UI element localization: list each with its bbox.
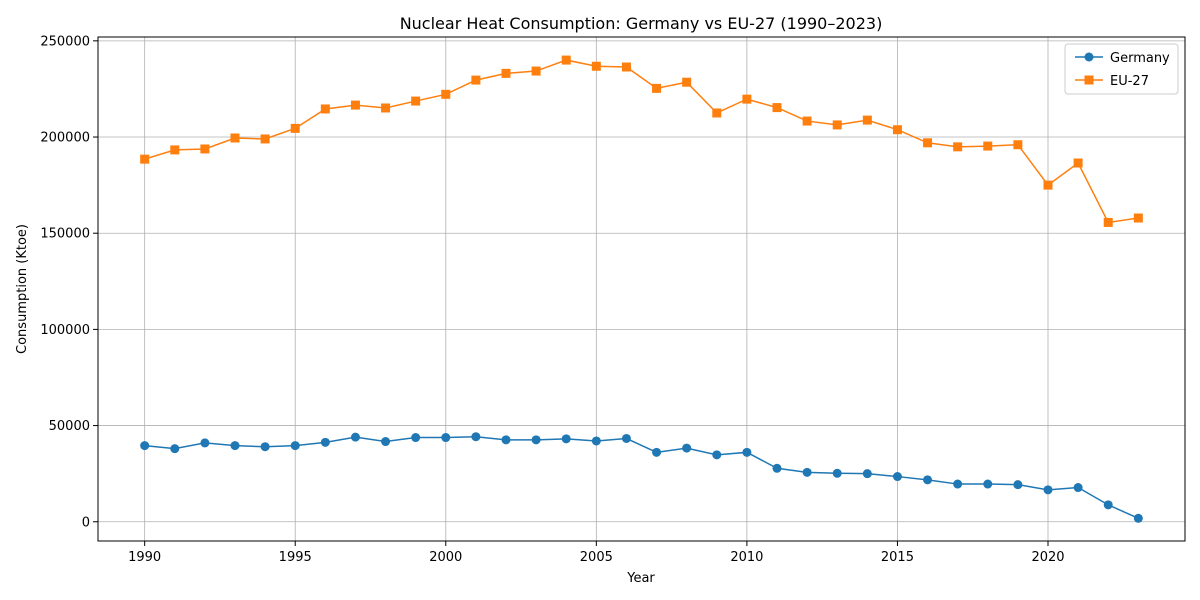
data-point-germany bbox=[983, 479, 993, 489]
y-tick-label: 0 bbox=[82, 515, 90, 530]
data-point-germany bbox=[712, 450, 722, 460]
data-point-eu27 bbox=[531, 66, 541, 76]
data-point-eu27 bbox=[772, 103, 782, 113]
legend-marker-eu27 bbox=[1084, 75, 1094, 85]
x-tick-label: 1990 bbox=[128, 550, 161, 565]
data-point-germany bbox=[832, 468, 842, 478]
data-point-germany bbox=[1013, 480, 1023, 490]
data-point-eu27 bbox=[862, 115, 872, 125]
data-point-eu27 bbox=[170, 145, 180, 155]
data-point-eu27 bbox=[923, 138, 933, 148]
data-point-germany bbox=[501, 435, 511, 445]
y-tick-label: 250000 bbox=[40, 34, 90, 49]
data-point-eu27 bbox=[652, 83, 662, 93]
grid-lines bbox=[98, 37, 1185, 541]
data-point-germany bbox=[591, 436, 601, 446]
x-tick-label: 2000 bbox=[429, 550, 462, 565]
data-point-eu27 bbox=[591, 61, 601, 71]
data-point-eu27 bbox=[411, 96, 421, 106]
data-point-germany bbox=[260, 442, 270, 452]
data-point-germany bbox=[772, 463, 782, 473]
y-tick-label: 150000 bbox=[40, 227, 90, 242]
data-point-eu27 bbox=[381, 103, 391, 113]
data-point-eu27 bbox=[802, 116, 812, 126]
legend: Germany EU-27 bbox=[1064, 43, 1179, 95]
data-point-germany bbox=[170, 444, 180, 454]
data-point-germany bbox=[862, 469, 872, 479]
data-point-germany bbox=[441, 433, 451, 443]
data-point-eu27 bbox=[682, 77, 692, 87]
data-point-eu27 bbox=[441, 89, 451, 99]
series-line-eu27 bbox=[144, 59, 1139, 224]
data-point-germany bbox=[290, 441, 300, 451]
data-point-germany bbox=[923, 475, 933, 485]
x-tick-label: 1995 bbox=[279, 550, 312, 565]
data-point-eu27 bbox=[260, 134, 270, 144]
data-point-germany bbox=[1103, 500, 1113, 510]
data-point-germany bbox=[561, 434, 571, 444]
data-point-eu27 bbox=[501, 68, 511, 78]
data-point-eu27 bbox=[230, 133, 240, 143]
data-point-eu27 bbox=[742, 94, 752, 104]
series-germany bbox=[140, 432, 1143, 523]
y-tick-label: 200000 bbox=[40, 131, 90, 146]
data-point-germany bbox=[350, 432, 360, 442]
series-layer bbox=[140, 55, 1143, 523]
x-tick-label: 2015 bbox=[881, 550, 914, 565]
data-point-eu27 bbox=[320, 104, 330, 114]
data-point-eu27 bbox=[1133, 213, 1143, 223]
data-point-eu27 bbox=[290, 123, 300, 133]
data-point-germany bbox=[742, 447, 752, 457]
data-point-germany bbox=[1043, 485, 1053, 495]
data-point-eu27 bbox=[1013, 140, 1023, 150]
data-point-eu27 bbox=[983, 141, 993, 151]
legend-label-germany: Germany bbox=[1110, 51, 1170, 66]
data-point-eu27 bbox=[350, 100, 360, 110]
data-point-germany bbox=[1073, 483, 1083, 493]
data-point-eu27 bbox=[832, 120, 842, 130]
data-point-eu27 bbox=[892, 125, 902, 135]
data-point-germany bbox=[531, 435, 541, 445]
data-point-germany bbox=[802, 467, 812, 477]
series-line-germany bbox=[144, 435, 1139, 519]
y-tick-label: 100000 bbox=[40, 323, 90, 338]
data-point-eu27 bbox=[1103, 217, 1113, 227]
y-tick-label: 50000 bbox=[49, 419, 90, 434]
x-tick-label: 2010 bbox=[730, 550, 763, 565]
data-point-germany bbox=[200, 438, 210, 448]
legend-label-eu27: EU-27 bbox=[1110, 74, 1149, 89]
data-point-germany bbox=[471, 432, 481, 442]
y-axis-label: Consumption (Ktoe) bbox=[15, 224, 30, 354]
data-point-germany bbox=[1133, 513, 1143, 523]
plot-frame bbox=[97, 36, 1186, 542]
data-point-germany bbox=[320, 437, 330, 447]
data-point-germany bbox=[381, 437, 391, 447]
data-point-eu27 bbox=[471, 75, 481, 85]
data-point-germany bbox=[652, 447, 662, 457]
series-eu27 bbox=[140, 55, 1143, 227]
chart-title: Nuclear Heat Consumption: Germany vs EU-… bbox=[400, 14, 883, 33]
data-point-germany bbox=[953, 479, 963, 489]
data-point-germany bbox=[411, 433, 421, 443]
x-axis-label: Year bbox=[626, 571, 655, 586]
data-point-eu27 bbox=[953, 142, 963, 152]
x-tick-label: 2020 bbox=[1031, 550, 1064, 565]
data-point-germany bbox=[682, 443, 692, 453]
data-point-eu27 bbox=[1043, 180, 1053, 190]
data-point-germany bbox=[621, 433, 631, 443]
x-tick-label: 2005 bbox=[580, 550, 613, 565]
data-point-eu27 bbox=[561, 55, 571, 65]
data-point-germany bbox=[140, 441, 150, 451]
data-point-eu27 bbox=[140, 154, 150, 164]
data-point-eu27 bbox=[1073, 158, 1083, 168]
data-point-eu27 bbox=[621, 62, 631, 72]
data-point-eu27 bbox=[712, 108, 722, 118]
data-point-germany bbox=[230, 441, 240, 451]
data-point-eu27 bbox=[200, 144, 210, 154]
legend-marker-germany bbox=[1084, 52, 1094, 62]
axis-ticks: 1990 1995 2000 2005 2010 2015 2020 0 50000 100000… bbox=[40, 34, 1064, 565]
data-point-germany bbox=[892, 472, 902, 482]
